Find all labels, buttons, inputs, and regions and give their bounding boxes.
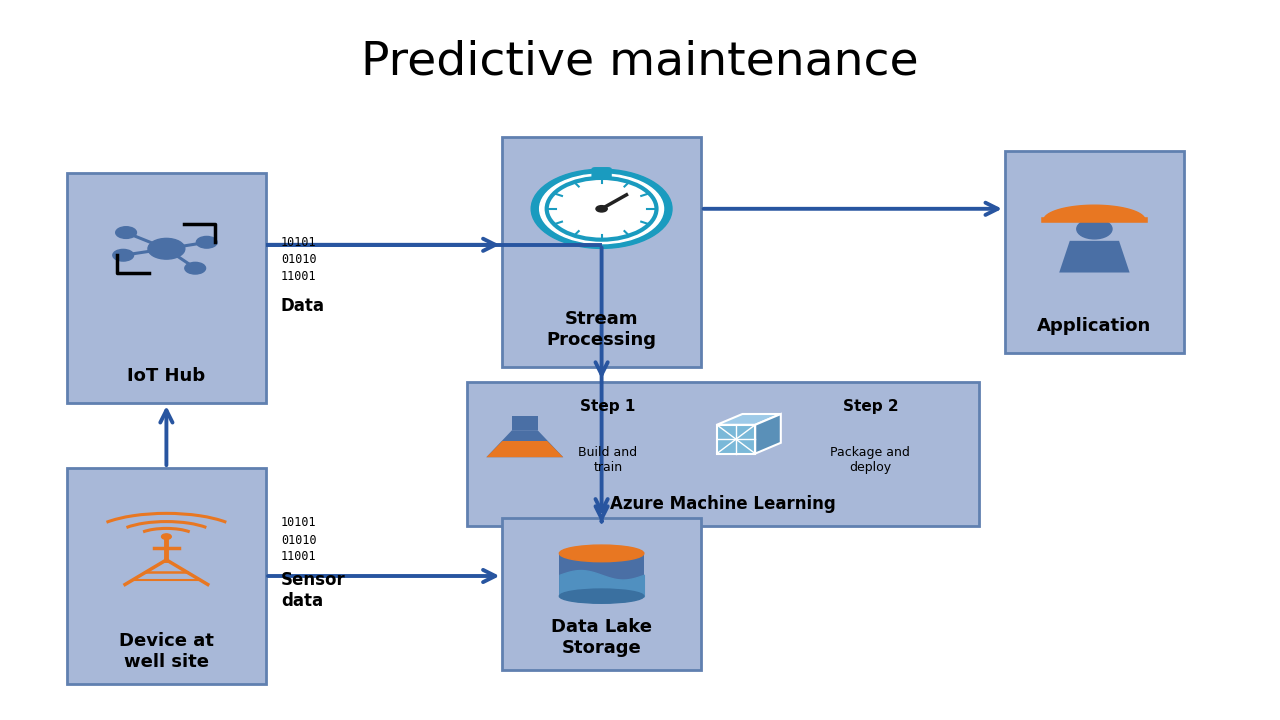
Text: Build and
train: Build and train (579, 446, 637, 474)
Text: Device at
well site: Device at well site (119, 632, 214, 671)
Text: Package and
deploy: Package and deploy (831, 446, 910, 474)
Text: Data Lake
Storage: Data Lake Storage (552, 618, 652, 657)
Text: IoT Hub: IoT Hub (127, 367, 206, 385)
Polygon shape (486, 441, 563, 457)
Circle shape (531, 169, 672, 248)
Polygon shape (717, 425, 755, 454)
Text: Stream
Processing: Stream Processing (547, 310, 657, 349)
Text: Data: Data (282, 297, 325, 315)
Polygon shape (512, 416, 538, 430)
FancyBboxPatch shape (467, 382, 979, 526)
Text: Predictive maintenance: Predictive maintenance (361, 40, 919, 85)
FancyBboxPatch shape (68, 173, 266, 403)
Circle shape (148, 238, 184, 259)
Circle shape (115, 227, 137, 238)
Circle shape (161, 534, 172, 539)
FancyBboxPatch shape (502, 137, 701, 367)
Text: 10101
01010
11001: 10101 01010 11001 (282, 235, 316, 283)
Circle shape (184, 262, 206, 274)
Circle shape (540, 174, 663, 243)
Circle shape (196, 236, 218, 248)
Text: Application: Application (1037, 317, 1152, 335)
Ellipse shape (559, 589, 644, 603)
FancyBboxPatch shape (1005, 151, 1184, 353)
Circle shape (113, 249, 133, 261)
Text: Step 2: Step 2 (842, 399, 899, 414)
Text: Sensor
data: Sensor data (282, 571, 346, 610)
Ellipse shape (559, 545, 644, 562)
FancyBboxPatch shape (591, 167, 612, 179)
FancyBboxPatch shape (559, 554, 644, 596)
Polygon shape (1043, 205, 1146, 220)
Polygon shape (486, 430, 563, 457)
Text: Step 1: Step 1 (580, 399, 636, 414)
Circle shape (596, 206, 607, 212)
Polygon shape (717, 414, 781, 425)
Polygon shape (1060, 240, 1129, 272)
Text: 10101
01010
11001: 10101 01010 11001 (282, 516, 316, 564)
FancyBboxPatch shape (68, 468, 266, 684)
Text: Azure Machine Learning: Azure Machine Learning (611, 495, 836, 513)
Polygon shape (755, 414, 781, 454)
Circle shape (1076, 219, 1112, 239)
FancyBboxPatch shape (502, 518, 701, 670)
